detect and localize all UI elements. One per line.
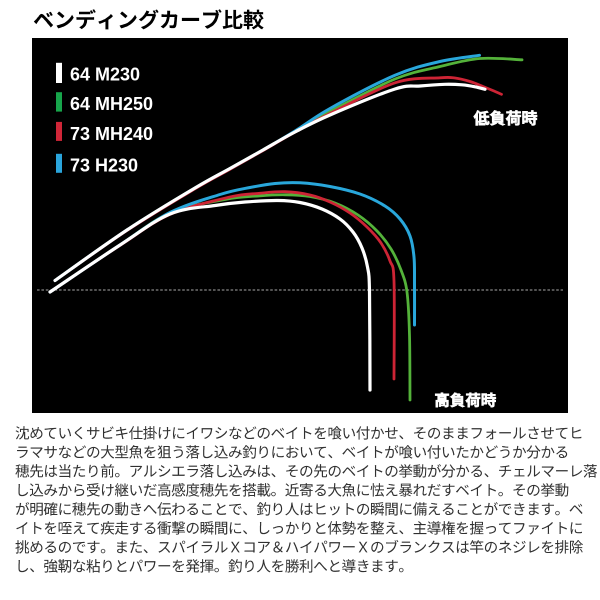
svg-text:73 H230: 73 H230 [70,156,138,176]
svg-text:73 MH240: 73 MH240 [70,124,153,144]
svg-text:64 MH250: 64 MH250 [70,94,153,114]
svg-text:64 M230: 64 M230 [70,65,140,85]
